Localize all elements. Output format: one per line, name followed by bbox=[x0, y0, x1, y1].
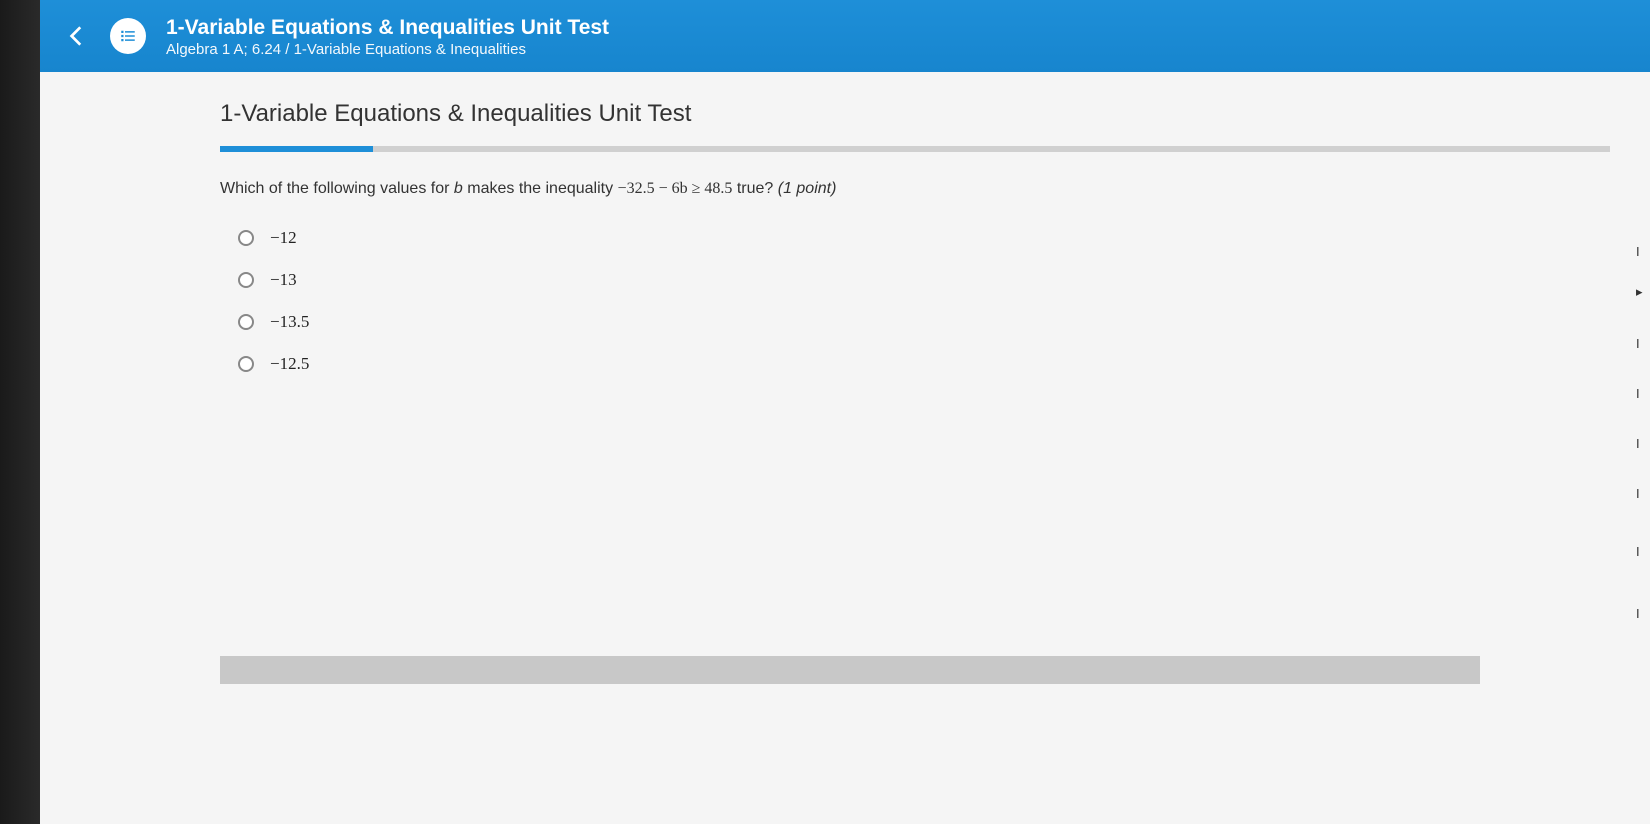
radio-button[interactable] bbox=[238, 272, 254, 288]
side-marker: I bbox=[1636, 244, 1648, 259]
side-marker: ▸ bbox=[1636, 284, 1648, 300]
content-area: 1-Variable Equations & Inequalities Unit… bbox=[40, 72, 1650, 824]
side-marker: I bbox=[1636, 386, 1648, 401]
header-bar: 1-Variable Equations & Inequalities Unit… bbox=[40, 0, 1650, 72]
option-row[interactable]: −13.5 bbox=[238, 312, 1610, 332]
progress-fill bbox=[220, 146, 373, 152]
window-frame-left bbox=[0, 0, 40, 824]
question-prefix: Which of the following values for bbox=[220, 180, 454, 197]
side-marker: I bbox=[1636, 544, 1648, 559]
option-label: −13 bbox=[270, 270, 297, 290]
question-suffix: true? bbox=[732, 180, 777, 197]
option-label: −12.5 bbox=[270, 354, 309, 374]
options-group: −12 −13 −13.5 −12.5 bbox=[220, 228, 1610, 374]
radio-button[interactable] bbox=[238, 314, 254, 330]
question-points: (1 point) bbox=[778, 180, 837, 197]
option-row[interactable]: −12.5 bbox=[238, 354, 1610, 374]
side-marker: I bbox=[1636, 336, 1648, 351]
option-row[interactable]: −12 bbox=[238, 228, 1610, 248]
back-button[interactable] bbox=[64, 23, 90, 49]
question-middle: makes the inequality bbox=[463, 180, 618, 197]
side-marker: I bbox=[1636, 486, 1648, 501]
side-marker: I bbox=[1636, 606, 1648, 621]
contents-button[interactable] bbox=[110, 18, 146, 54]
option-label: −12 bbox=[270, 228, 297, 248]
option-label: −13.5 bbox=[270, 312, 309, 332]
bottom-scrollbar-track[interactable] bbox=[220, 656, 1480, 684]
right-sidebar: I ▸ I I I I I I bbox=[1618, 144, 1650, 824]
app-frame: 1-Variable Equations & Inequalities Unit… bbox=[40, 0, 1650, 824]
radio-button[interactable] bbox=[238, 356, 254, 372]
header-subtitle: Algebra 1 A; 6.24 / 1-Variable Equations… bbox=[166, 41, 609, 58]
page-title: 1-Variable Equations & Inequalities Unit… bbox=[220, 100, 1610, 128]
header-title: 1-Variable Equations & Inequalities Unit… bbox=[166, 14, 609, 41]
option-row[interactable]: −13 bbox=[238, 270, 1610, 290]
side-marker: I bbox=[1636, 436, 1648, 451]
question-math: −32.5 − 6b ≥ 48.5 bbox=[618, 180, 733, 197]
question-variable: b bbox=[454, 180, 463, 197]
header-text: 1-Variable Equations & Inequalities Unit… bbox=[166, 14, 609, 58]
progress-bar bbox=[220, 146, 1610, 152]
list-icon bbox=[119, 27, 137, 45]
radio-button[interactable] bbox=[238, 230, 254, 246]
question-text: Which of the following values for b make… bbox=[220, 180, 1610, 198]
